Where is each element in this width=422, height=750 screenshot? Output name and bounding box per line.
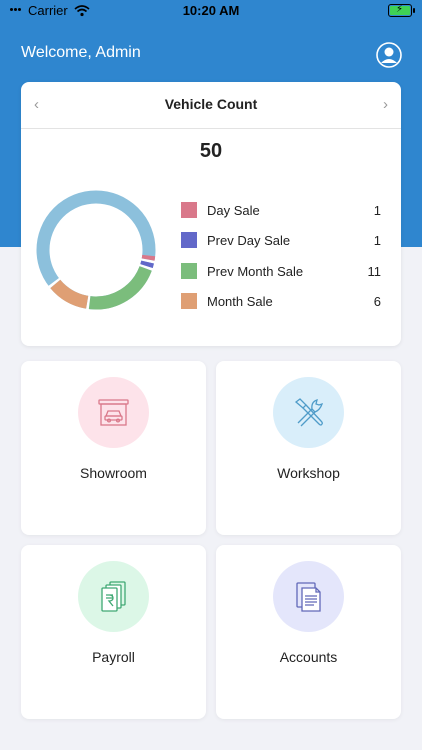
legend-label: Prev Month Sale <box>207 264 304 279</box>
vehicle-total: 50 <box>199 140 223 162</box>
donut-slice <box>36 190 156 310</box>
legend-label: Prev Day Sale <box>207 233 291 248</box>
car-showroom-icon <box>98 399 129 426</box>
tile-icon-circle <box>78 561 149 632</box>
chevron-right-icon[interactable]: › <box>383 96 388 113</box>
tile-icon-circle <box>273 561 344 632</box>
chevron-left-icon[interactable]: ‹ <box>34 96 39 113</box>
legend-swatch <box>181 232 197 248</box>
legend-item: Month Sale 6 <box>181 292 381 310</box>
money-stack-icon <box>101 581 126 612</box>
legend-swatch <box>181 293 197 309</box>
carrier-label: Carrier <box>28 3 68 18</box>
tools-icon <box>294 398 324 427</box>
legend-value: 6 <box>373 294 381 309</box>
tile-icon-circle <box>273 377 344 448</box>
tile-showroom[interactable]: Showroom <box>21 361 206 535</box>
legend-swatch <box>181 202 197 218</box>
donut-chart <box>36 190 156 310</box>
legend-swatch <box>181 263 197 279</box>
tile-payroll[interactable]: Payroll <box>21 545 206 719</box>
wifi-icon <box>74 4 90 16</box>
donut-slice <box>36 190 156 310</box>
card-header: ‹ Vehicle Count › <box>21 82 401 129</box>
status-bar: Carrier 10:20 AM ⚡ <box>0 0 422 22</box>
status-time: 10:20 AM <box>182 3 240 18</box>
legend-value: 11 <box>367 264 382 279</box>
tile-label: Accounts <box>279 649 338 665</box>
welcome-text: Welcome, Admin <box>21 44 141 61</box>
legend-item: Prev Day Sale 1 <box>181 231 381 249</box>
carrier-indicator: Carrier <box>10 3 90 18</box>
tile-accounts[interactable]: Accounts <box>216 545 401 719</box>
legend-value: 1 <box>373 233 381 248</box>
tile-label: Payroll <box>92 649 135 665</box>
vehicle-count-card: ‹ Vehicle Count › 50 Day Sale 1 Prev Day… <box>21 82 401 346</box>
card-title: Vehicle Count <box>164 96 258 112</box>
battery-icon: ⚡ <box>388 4 415 17</box>
tile-label: Workshop <box>277 465 340 481</box>
profile-icon[interactable] <box>376 42 402 68</box>
legend-label: Month Sale <box>207 294 273 309</box>
legend-item: Prev Month Sale 11 <box>181 262 381 280</box>
legend-item: Day Sale 1 <box>181 201 381 219</box>
tile-label: Showroom <box>80 465 147 481</box>
legend-label: Day Sale <box>207 203 260 218</box>
documents-icon <box>296 582 321 612</box>
signal-icon <box>10 7 22 14</box>
tile-workshop[interactable]: Workshop <box>216 361 401 535</box>
tile-icon-circle <box>78 377 149 448</box>
legend-value: 1 <box>373 203 381 218</box>
